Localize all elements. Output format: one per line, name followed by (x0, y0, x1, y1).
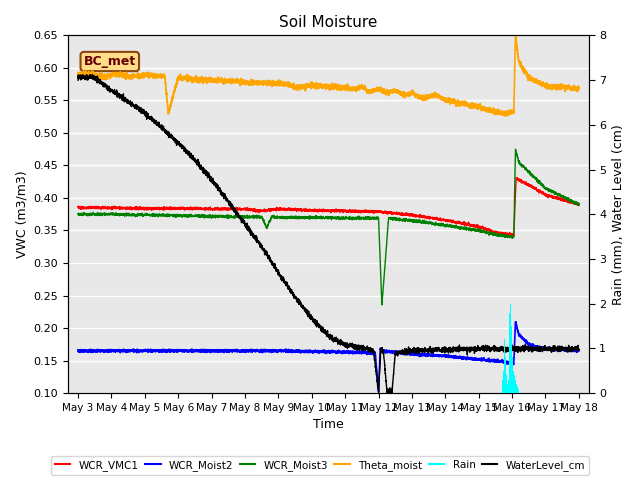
WCR_VMC1 (438, 218, 445, 224)
WCR_VMC1 (513, 175, 521, 180)
WCR_VMC1 (289, 207, 296, 213)
Y-axis label: Rain (mm), Water Level (cm): Rain (mm), Water Level (cm) (612, 124, 625, 305)
WaterLevel_cm (289, 290, 296, 296)
Theta_moist (312, 80, 320, 86)
Line: WCR_Moist2: WCR_Moist2 (78, 322, 579, 391)
WaterLevel_cm (438, 347, 446, 352)
Bar (518, 389, 519, 393)
WaterLevel_cm (86, 72, 94, 77)
Bar (516, 384, 517, 393)
WCR_Moist2 (74, 348, 82, 353)
Line: WCR_VMC1: WCR_VMC1 (78, 178, 579, 237)
WaterLevel_cm (385, 391, 393, 396)
WCR_Moist3 (312, 216, 320, 221)
WCR_VMC1 (312, 207, 320, 213)
WCR_Moist3 (575, 202, 583, 207)
WCR_VMC1 (74, 204, 82, 209)
WCR_Moist2 (511, 319, 519, 324)
Legend: WCR_VMC1, WCR_Moist2, WCR_Moist3, Theta_moist, Rain, WaterLevel_cm: WCR_VMC1, WCR_Moist2, WCR_Moist3, Theta_… (51, 456, 589, 475)
Y-axis label: VWC (m3/m3): VWC (m3/m3) (15, 170, 28, 258)
WCR_Moist2 (289, 348, 296, 354)
Text: BC_met: BC_met (84, 55, 136, 68)
Line: WCR_Moist3: WCR_Moist3 (78, 149, 579, 305)
Bar (507, 384, 508, 393)
Line: WaterLevel_cm: WaterLevel_cm (78, 74, 579, 394)
Bar (514, 375, 515, 393)
Line: Theta_moist: Theta_moist (78, 34, 579, 116)
Bar (512, 357, 513, 393)
Bar (513, 371, 514, 393)
WCR_Moist2 (575, 348, 583, 354)
WCR_Moist2 (535, 345, 543, 351)
Bar (510, 304, 511, 393)
Bar (517, 386, 518, 393)
Title: Soil Moisture: Soil Moisture (279, 15, 378, 30)
WaterLevel_cm (74, 77, 82, 83)
WCR_VMC1 (285, 206, 292, 212)
WaterLevel_cm (575, 347, 583, 352)
Theta_moist (575, 86, 583, 92)
WCR_Moist3 (560, 195, 568, 201)
WaterLevel_cm (312, 318, 320, 324)
WCR_Moist2 (374, 388, 382, 394)
WCR_Moist3 (535, 179, 543, 185)
Theta_moist (285, 81, 292, 87)
Theta_moist (501, 113, 509, 119)
Theta_moist (438, 95, 445, 100)
Bar (508, 380, 509, 393)
WCR_VMC1 (535, 190, 543, 196)
WCR_Moist3 (289, 214, 296, 219)
WCR_VMC1 (575, 202, 583, 208)
WCR_Moist2 (285, 348, 292, 354)
WaterLevel_cm (560, 345, 568, 350)
WaterLevel_cm (285, 284, 292, 290)
WaterLevel_cm (535, 346, 543, 352)
Theta_moist (511, 31, 519, 37)
WCR_VMC1 (560, 196, 568, 202)
Bar (511, 326, 512, 393)
WCR_Moist3 (378, 302, 386, 308)
Theta_moist (535, 80, 543, 85)
WCR_Moist3 (438, 221, 446, 227)
WCR_VMC1 (508, 234, 515, 240)
WCR_Moist2 (312, 349, 320, 355)
X-axis label: Time: Time (313, 419, 344, 432)
WCR_Moist3 (511, 146, 519, 152)
Bar (502, 371, 504, 393)
WCR_Moist2 (438, 353, 446, 359)
WCR_Moist3 (74, 211, 82, 216)
Bar (509, 312, 510, 393)
Theta_moist (560, 84, 568, 90)
WCR_Moist2 (560, 347, 568, 353)
WCR_Moist3 (285, 215, 292, 220)
Theta_moist (74, 70, 82, 76)
Bar (515, 380, 516, 393)
Bar (505, 357, 506, 393)
Theta_moist (289, 83, 296, 89)
